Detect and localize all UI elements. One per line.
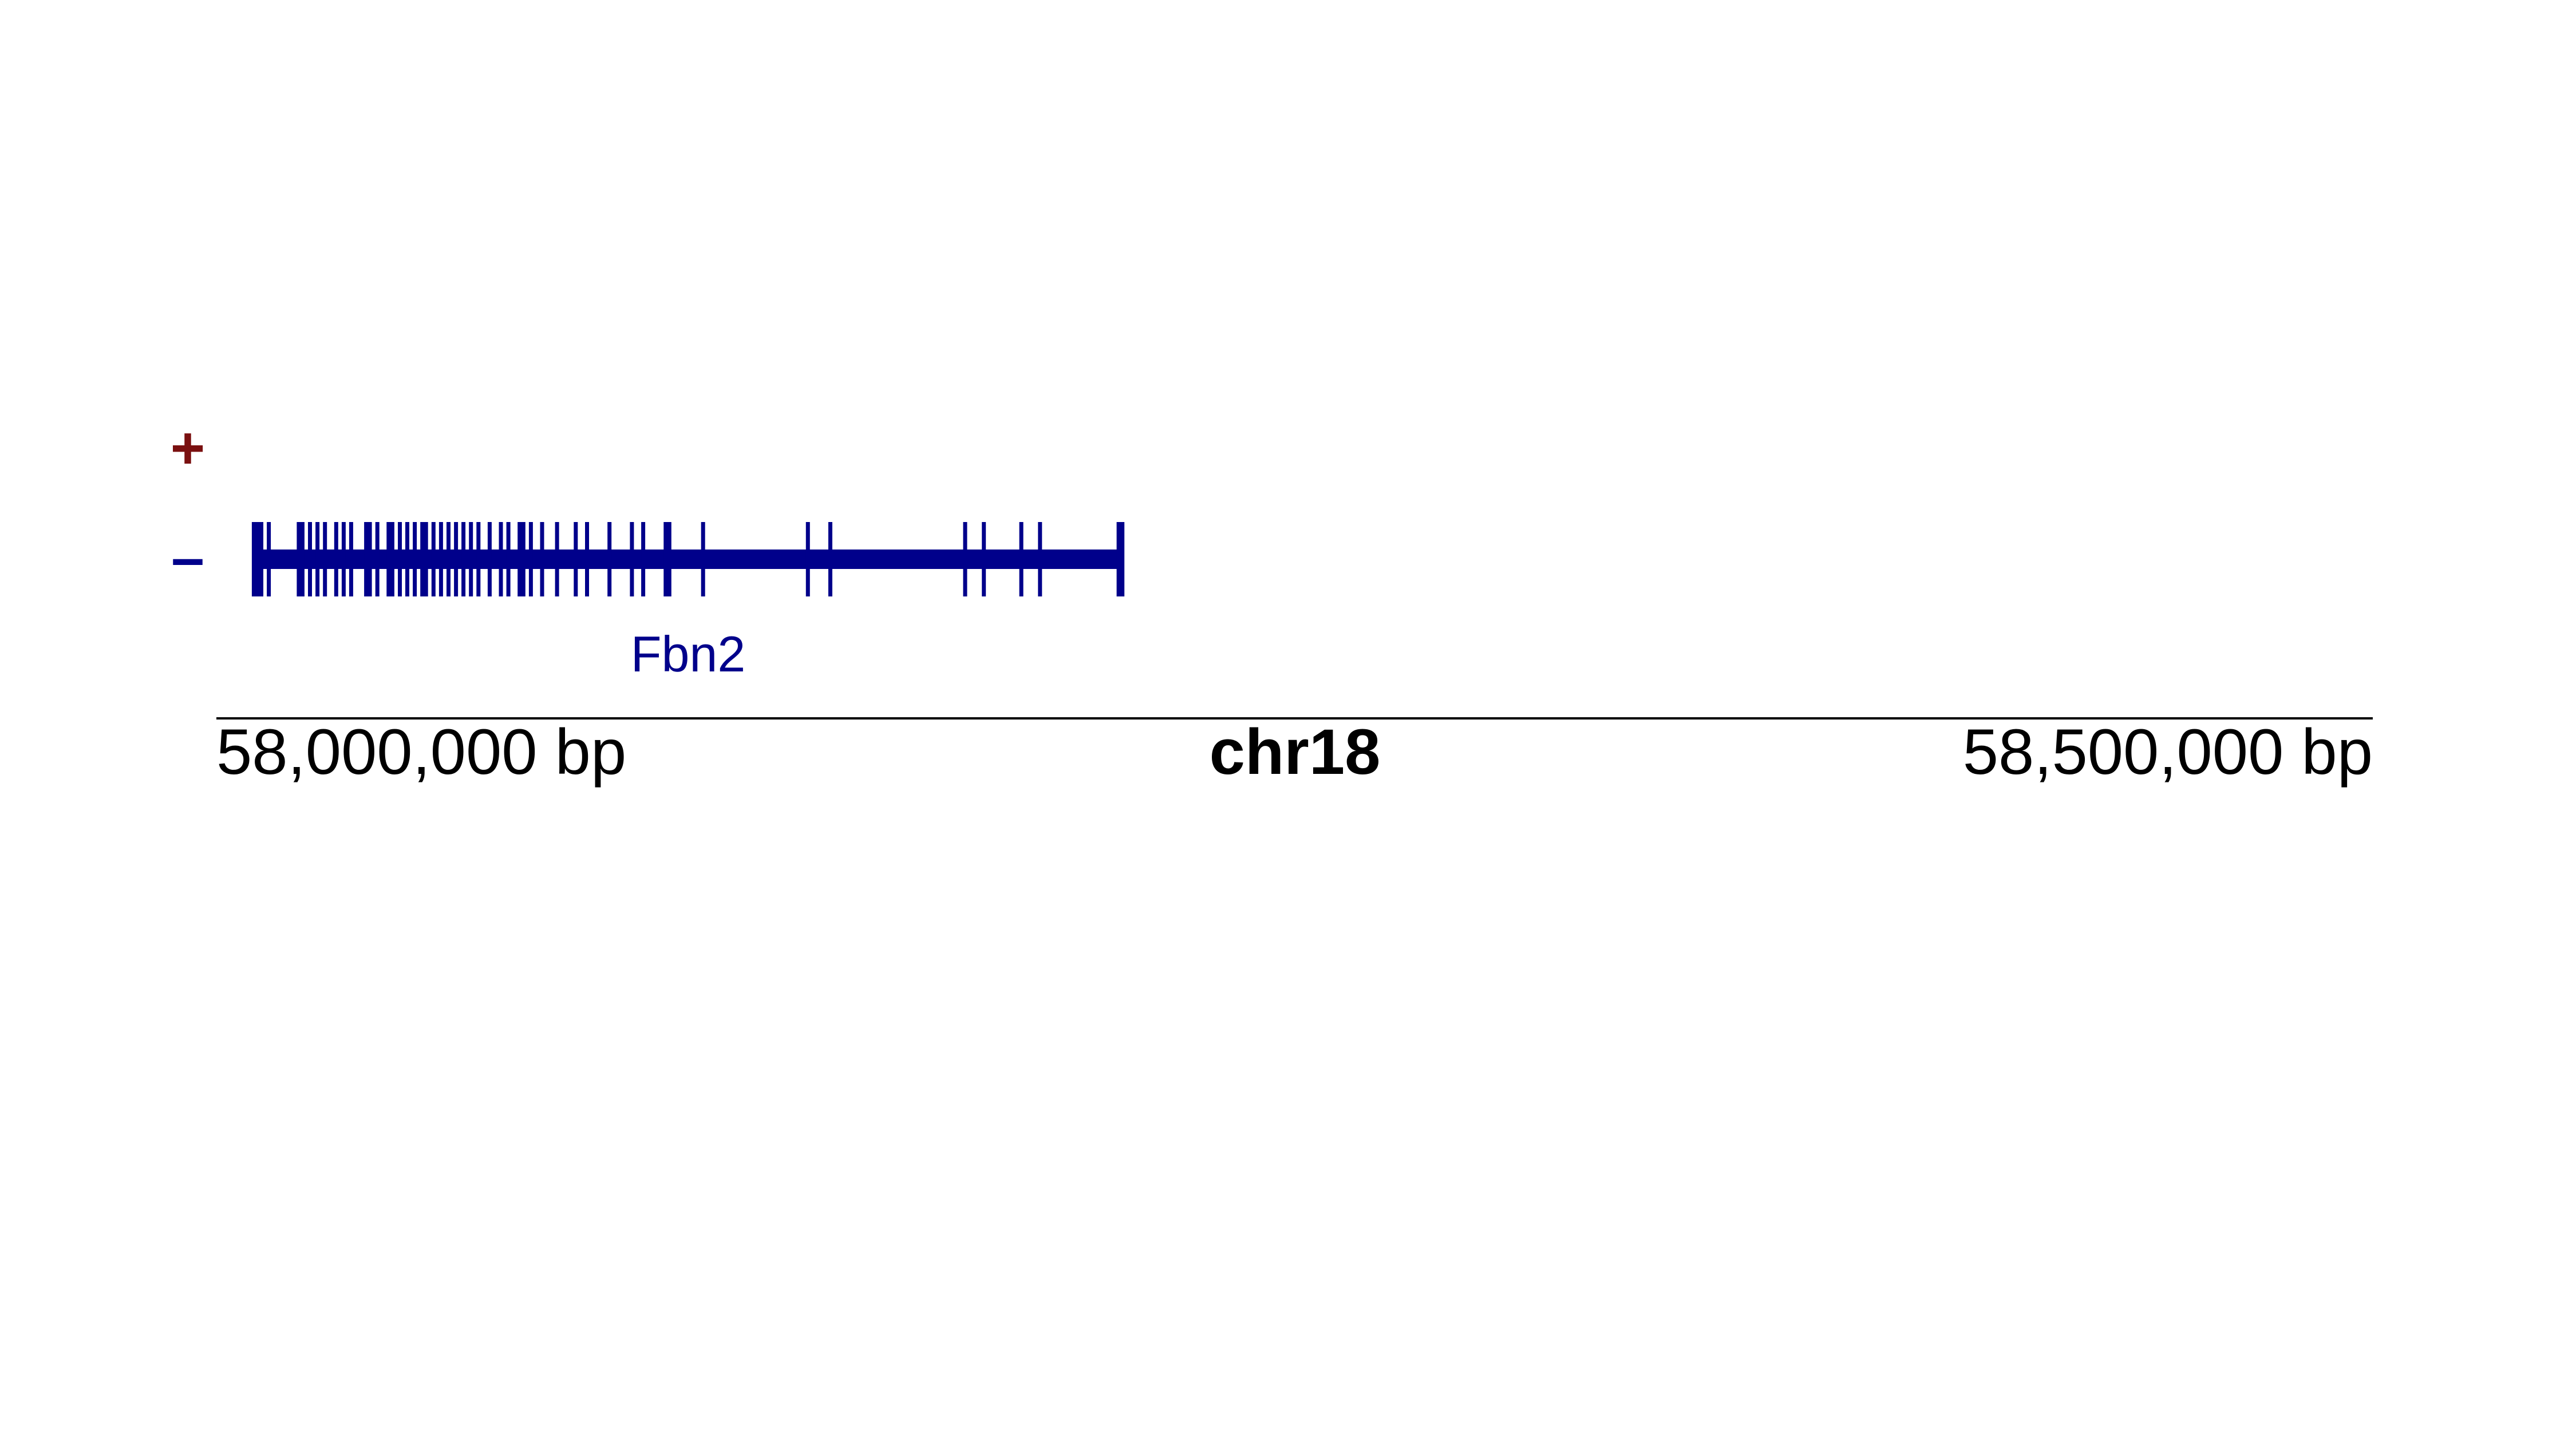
exon-mark	[431, 522, 436, 596]
exon-mark	[487, 522, 492, 596]
exon-mark	[1019, 522, 1024, 596]
gene-name-label: Fbn2	[631, 626, 746, 682]
exon-mark	[506, 522, 511, 596]
exon-mark	[828, 522, 832, 596]
minus-strand-label: –	[171, 525, 204, 591]
exon-mark	[641, 522, 646, 596]
exon-mark	[521, 522, 526, 596]
exon-mark	[259, 522, 263, 596]
exon-mark	[308, 522, 312, 596]
exon-mark	[1116, 522, 1121, 596]
plus-strand-label: +	[171, 415, 206, 481]
exon-mark	[982, 522, 986, 596]
exon-mark	[555, 522, 559, 596]
exon-mark	[255, 522, 260, 596]
exon-mark	[405, 522, 409, 596]
gene-body	[254, 550, 1123, 569]
exon-mark	[585, 522, 589, 596]
exon-mark	[663, 522, 668, 596]
exon-mark	[323, 522, 327, 596]
exon-mark	[364, 522, 369, 596]
exon-mark	[1120, 522, 1125, 596]
exon-mark	[300, 522, 305, 596]
exon-marks	[251, 522, 1125, 596]
exon-mark	[805, 522, 810, 596]
exon-mark	[1038, 522, 1042, 596]
exon-mark	[297, 522, 301, 596]
exon-mark	[630, 522, 634, 596]
exon-mark	[315, 522, 320, 596]
exon-mark	[438, 522, 443, 596]
gene-fbn2[interactable]: Fbn2	[251, 522, 1125, 682]
exon-mark	[334, 522, 338, 596]
exon-mark	[963, 522, 967, 596]
axis-left-label: 58,000,000 bp	[216, 716, 626, 788]
exon-mark	[517, 522, 522, 596]
exon-mark	[267, 522, 271, 596]
exon-mark	[420, 522, 425, 596]
exon-mark	[469, 522, 473, 596]
exon-mark	[251, 522, 256, 596]
axis-right-label: 58,500,000 bp	[1963, 716, 2373, 788]
exon-mark	[390, 522, 394, 596]
exon-mark	[386, 522, 391, 596]
exon-mark	[540, 522, 544, 596]
axis-chrom-label: chr18	[1210, 716, 1381, 788]
exon-mark	[701, 522, 705, 596]
exon-mark	[349, 522, 353, 596]
exon-mark	[398, 522, 402, 596]
exon-mark	[424, 522, 428, 596]
exon-mark	[499, 522, 503, 596]
exon-mark	[667, 522, 671, 596]
exon-mark	[454, 522, 459, 596]
exon-mark	[368, 522, 372, 596]
exon-mark	[461, 522, 466, 596]
exon-mark	[413, 522, 417, 596]
exon-mark	[447, 522, 451, 596]
exon-mark	[528, 522, 533, 596]
exon-mark	[476, 522, 481, 596]
exon-mark	[607, 522, 612, 596]
exon-mark	[341, 522, 346, 596]
exon-mark	[574, 522, 578, 596]
exon-mark	[375, 522, 380, 596]
